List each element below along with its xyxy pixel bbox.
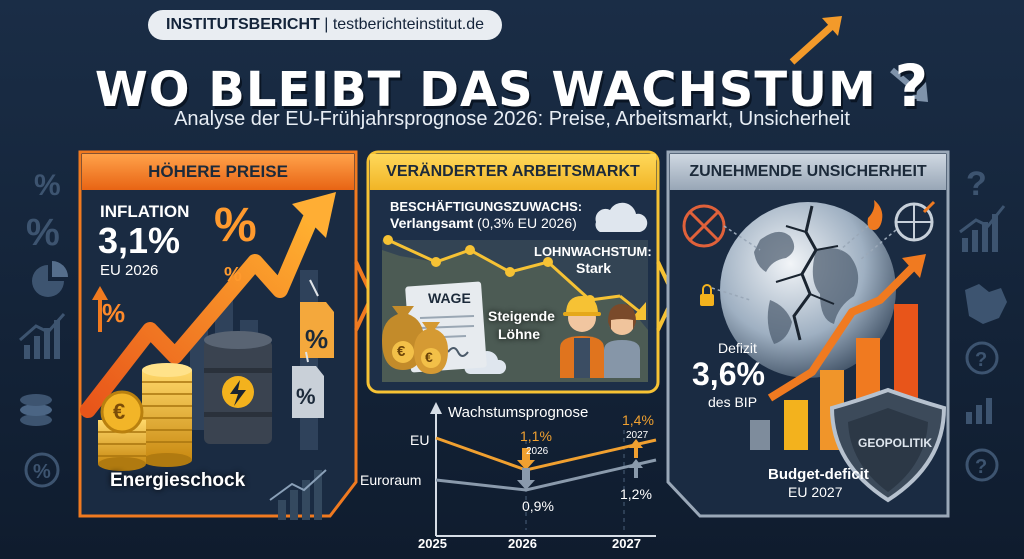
label-eu-2027-year: 2027 — [626, 430, 649, 441]
page-title: WO BLEIBT DAS WACHSTUM ? — [0, 52, 1024, 120]
page-title-text: WO BLEIBT DAS WACHSTUM — [94, 62, 877, 118]
panel-prices-heading: HÖHERE PREISE — [148, 162, 288, 181]
employment-value-strong: Verlangsamt — [390, 215, 474, 231]
label-eu-2026-year: 2026 — [526, 446, 549, 457]
employment-label: BESCHÄFTIGUNGSZUWACHS: — [390, 199, 583, 214]
rising-wages-line2: Löhne — [498, 326, 540, 342]
budget-deficit-caption: Budget-deficit — [768, 466, 869, 483]
legend-eu: EU — [410, 432, 430, 448]
svg-text:%: % — [34, 169, 61, 202]
money-bag-euro-2: € — [425, 349, 433, 365]
percent-left-icon: % — [102, 298, 126, 328]
price-tag-percent-grey: % — [296, 384, 316, 409]
geopolitik-shield-icon — [829, 387, 947, 503]
wage-doc-title: WAGE — [428, 290, 471, 306]
percent-small-icon: % — [224, 264, 242, 286]
deficit-label: Defizit — [718, 340, 757, 356]
x-tick-2025: 2025 — [418, 536, 447, 551]
money-bag-euro-1: € — [397, 343, 406, 360]
growth-point-euroraum-2027 — [629, 459, 643, 478]
geopolitik-label: GEOPOLITIK — [858, 436, 933, 450]
inflation-value: 3,1% — [98, 220, 181, 261]
growth-point-eu-2026 — [517, 448, 535, 470]
panel-labour-heading: VERÄNDERTER ARBEITSMARKT — [386, 163, 640, 180]
inflation-scope: EU 2026 — [100, 262, 159, 279]
deficit-value: 3,6% — [692, 356, 765, 392]
workers-icon — [560, 296, 640, 378]
money-bag-icons — [382, 306, 448, 374]
svg-text:?: ? — [966, 165, 987, 203]
label-eu-2027: 1,4% — [622, 412, 654, 428]
growth-chart-marks — [435, 436, 657, 492]
energy-shock-caption: Energieschock — [110, 470, 246, 491]
inflation-label: INFLATION — [100, 202, 190, 221]
growth-chart-frame — [430, 402, 656, 537]
inflation-arrow-icon — [80, 212, 318, 418]
badge-strong: INSTITUTSBERICHT — [166, 16, 320, 33]
globe-pin-icon — [894, 200, 936, 242]
badge-site: | testberichteinstitut.de — [319, 16, 485, 33]
label-eu-2026: 1,1% — [520, 428, 552, 444]
report-badge: INSTITUTSBERICHT | testberichteinstitut.… — [148, 10, 503, 40]
svg-text:%: % — [33, 461, 51, 483]
growth-point-eu-2027 — [629, 439, 643, 458]
price-tag-percent: % — [305, 324, 329, 354]
page-subtitle: Analyse der EU-Frühjahrsprognose 2026: P… — [174, 108, 850, 130]
rising-wages-line1: Steigende — [488, 308, 555, 324]
fire-icon — [867, 200, 883, 230]
title-up-arrow-icon — [789, 23, 835, 65]
percent-large-icon: % — [214, 199, 257, 252]
deficit-unit: des BIP — [708, 394, 758, 410]
cloud-icon — [595, 202, 648, 232]
legend-euroraum: Euroraum — [360, 472, 422, 488]
cracked-globe-icon — [720, 202, 896, 378]
employment-value: Verlangsamt (0,3% EU 2026) — [390, 215, 577, 231]
wage-growth-label: LOHNWACHSTUM: — [534, 244, 652, 259]
x-tick-2027: 2027 — [612, 536, 641, 551]
growth-chart-title: Wachstumsprognose — [448, 404, 589, 421]
label-ea-2027: 1,2% — [620, 486, 652, 502]
side-icons-left: % % % — [19, 169, 68, 488]
growth-point-euroraum-2026 — [517, 468, 535, 490]
coin-stacks-icon — [98, 363, 192, 471]
budget-deficit-year: EU 2027 — [788, 484, 843, 500]
svg-text:%: % — [26, 212, 60, 254]
label-ea-2026: 0,9% — [522, 498, 554, 514]
svg-text:?: ? — [975, 456, 987, 478]
price-tag-icons — [292, 279, 334, 418]
panel-uncertainty-heading: ZUNEHMENDE UNSICHERHEIT — [689, 163, 927, 180]
x-tick-2026: 2026 — [508, 536, 537, 551]
deficit-arrow-icon — [767, 265, 915, 402]
employment-note: (0,3% EU 2026) — [477, 215, 577, 231]
wage-growth-value: Stark — [576, 260, 612, 276]
title-down-arrow-icon — [890, 67, 920, 95]
lock-icon — [700, 284, 714, 306]
side-icons-right: ? ? ? — [959, 165, 1007, 482]
svg-text:?: ? — [975, 349, 987, 371]
oil-barrel-icon — [204, 331, 272, 444]
coin-euro-symbol: € — [113, 399, 126, 424]
title-question-mark: ? — [894, 52, 930, 120]
